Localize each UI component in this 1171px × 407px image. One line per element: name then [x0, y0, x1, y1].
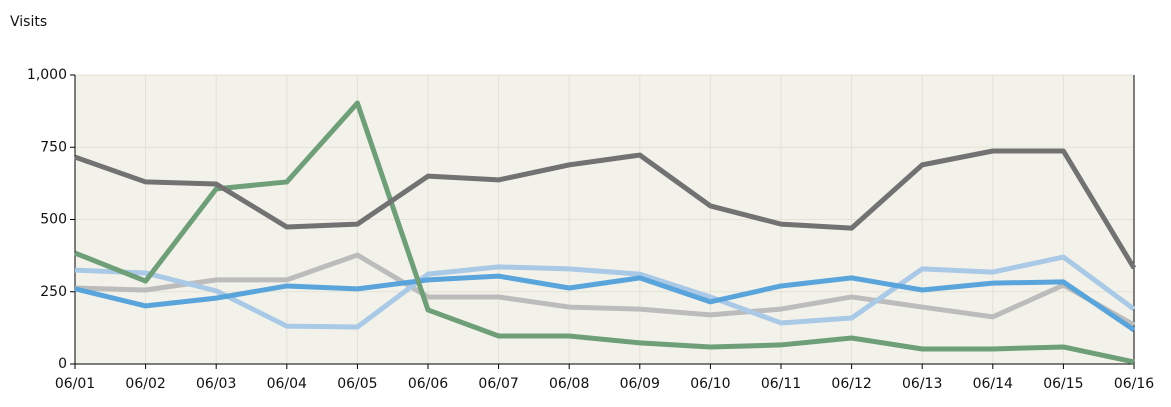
y-tick-label: 250 [40, 284, 67, 300]
x-tick-label: 06/16 [1114, 376, 1154, 392]
x-tick-label: 06/10 [690, 376, 730, 392]
series-line [74, 254, 1136, 330]
x-tick-label: 06/04 [267, 376, 307, 392]
x-tick-label: 06/02 [125, 376, 165, 392]
y-tick-label: 750 [40, 139, 67, 155]
x-tick-label: 06/14 [973, 376, 1013, 392]
y-tick-label: 1,000 [27, 67, 67, 83]
x-tick-label: 06/08 [549, 376, 589, 392]
series-line [74, 252, 1136, 328]
x-tick-label: 06/05 [337, 376, 377, 392]
x-tick-label: 06/12 [831, 376, 871, 392]
x-tick-label: 06/11 [761, 376, 801, 392]
x-tick-label: 06/09 [620, 376, 660, 392]
y-axis-label: Visits [10, 14, 47, 30]
x-tick-label: 06/15 [1043, 376, 1083, 392]
x-tick-label: 06/01 [55, 376, 95, 392]
series-line [74, 148, 1137, 270]
series-line [74, 273, 1136, 332]
x-tick-label: 06/06 [408, 376, 448, 392]
x-tick-label: 06/07 [478, 376, 518, 392]
series-line [74, 100, 1135, 365]
x-tick-label: 06/13 [902, 376, 942, 392]
x-tick-label: 06/03 [196, 376, 236, 392]
y-tick-label: 0 [58, 356, 67, 372]
y-tick-label: 500 [40, 212, 67, 228]
